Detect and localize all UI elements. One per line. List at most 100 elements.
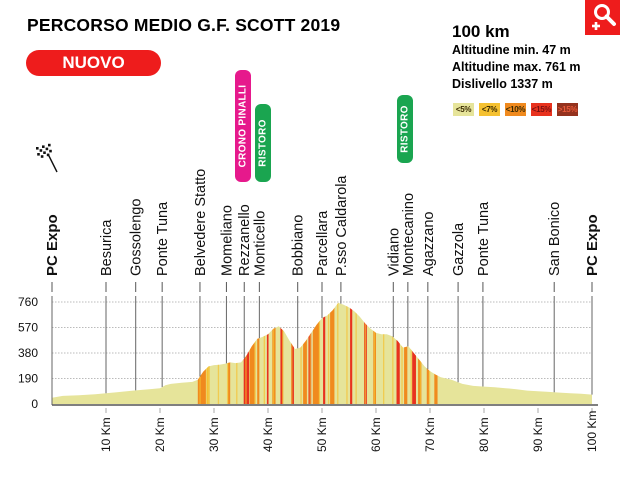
place-label: Montecanino: [401, 193, 417, 276]
flag-check: [36, 147, 39, 150]
place-label: PC Expo: [44, 214, 61, 276]
gradient-band: [282, 302, 284, 404]
place-lines: [51, 282, 593, 398]
place-label: Ponte Tuna: [155, 201, 171, 276]
gradient-band: [291, 302, 294, 404]
flag-check: [37, 153, 40, 156]
x-tick-label: 100 Km: [585, 411, 599, 452]
legend-swatch-lt15: <15%: [531, 103, 552, 116]
gradient-band: [226, 302, 229, 404]
y-tick-labels: 0 190 380 570 760: [18, 295, 38, 411]
gradient-band: [428, 302, 431, 404]
place-label: PC Expo: [584, 214, 601, 276]
x-tick-label: 60 Km: [369, 417, 383, 452]
x-tick-label: 90 Km: [531, 417, 545, 452]
gradient-band: [327, 302, 330, 404]
gradient-band: [303, 302, 307, 404]
gradient-band: [412, 302, 416, 404]
profile-area-fill: [52, 302, 592, 404]
elevation-gain: Dislivello 1337 m: [452, 77, 553, 91]
gradient-band: [396, 302, 400, 404]
gradient-band: [346, 302, 348, 404]
gradient-band: [197, 302, 206, 404]
place-label: Vidiano: [386, 228, 402, 276]
gradient-band: [323, 302, 326, 404]
gradient-band: [401, 302, 403, 404]
place-label: Rezzanello: [237, 204, 253, 276]
gradient-band: [330, 302, 335, 404]
flag-check: [45, 147, 49, 151]
new-badge: NUOVO: [26, 50, 161, 76]
ristoro-marker: RISTORO: [397, 95, 414, 163]
place-label: San Bonico: [547, 202, 563, 276]
ristoro-marker: RISTORO: [255, 104, 272, 182]
altitude-min: Altitudine min. 47 m: [452, 43, 571, 57]
gradient-band: [228, 302, 231, 404]
legend-swatch-lt5: <5%: [453, 103, 474, 116]
place-label: Parcellara: [315, 210, 331, 276]
gradient-band: [208, 302, 210, 404]
gradient-band: [249, 302, 255, 404]
gradient-band: [364, 302, 366, 404]
gradient-band: [263, 302, 265, 404]
gradient-band: [254, 302, 256, 404]
gradient-band: [318, 302, 321, 404]
y-tick-label: 380: [18, 346, 38, 360]
y-tick-label: 760: [18, 295, 38, 309]
x-tick-label: 40 Km: [261, 417, 275, 452]
place-label: Gossolengo: [129, 199, 145, 276]
place-label: Ponte Tuna: [476, 201, 492, 276]
route-title: PERCORSO MEDIO G.F. SCOTT 2019: [27, 15, 341, 35]
y-tick-label: 190: [18, 372, 38, 386]
flag-check: [43, 151, 46, 154]
gradient-band: [291, 302, 293, 404]
legend-swatch-lt10: <10%: [505, 103, 526, 116]
place-label: Agazzano: [421, 212, 437, 277]
place-label: P.sso Caldarola: [334, 175, 350, 276]
flag-check: [48, 143, 51, 147]
flag-check: [49, 149, 52, 153]
axes: [51, 296, 598, 406]
x-tick-label: 80 Km: [477, 417, 491, 452]
flag-check: [42, 145, 45, 148]
gradient-band: [312, 302, 320, 404]
gradient-band: [245, 302, 247, 404]
x-tick-label: 10 Km: [99, 417, 113, 452]
flag-check: [46, 153, 50, 157]
gradient-band: [337, 302, 339, 404]
gradient-band: [434, 302, 438, 404]
gradient-band: [257, 302, 260, 404]
checkered-flag-icon: [36, 143, 58, 173]
gradient-band: [280, 302, 284, 404]
gradient-band: [272, 302, 275, 404]
gradient-band: [373, 302, 376, 404]
x-tick-labels: 10 Km 20 Km 30 Km 40 Km 50 Km 60 Km 70 Km 80 Km…: [99, 408, 599, 452]
place-label: Monticello: [252, 211, 268, 276]
place-label: Momeliano: [219, 205, 235, 276]
x-tick-label: 70 Km: [423, 417, 437, 452]
gradient-band: [236, 302, 238, 404]
place-label: Bobbiano: [291, 215, 307, 276]
gradient-band: [350, 302, 353, 404]
gradient-band: [410, 302, 412, 404]
profile-area: [52, 302, 592, 404]
y-tick-label: 570: [18, 321, 38, 335]
legend-swatch-lt7: <7%: [479, 103, 500, 116]
gradient-legend: <5% <7% <10% <15% >15%: [453, 103, 578, 116]
gradient-band: [217, 302, 220, 404]
gradient-band: [309, 302, 311, 404]
x-tick-label: 30 Km: [207, 417, 221, 452]
x-tick-label: 50 Km: [315, 417, 329, 452]
place-label: Besurica: [99, 219, 115, 276]
gradient-band: [383, 302, 385, 404]
distance-value: 100 km: [452, 22, 510, 41]
gradient-band: [355, 302, 357, 404]
place-label: Belvedere Statto: [193, 169, 209, 276]
gradient-band: [266, 302, 269, 404]
route-stats: 100 km Altitudine min. 47 m Altitudine m…: [452, 22, 581, 93]
legend-swatch-gt15: >15%: [557, 103, 578, 116]
x-tick-label: 20 Km: [153, 417, 167, 452]
gradient-band: [392, 302, 394, 404]
zoom-in-button[interactable]: [585, 0, 620, 35]
